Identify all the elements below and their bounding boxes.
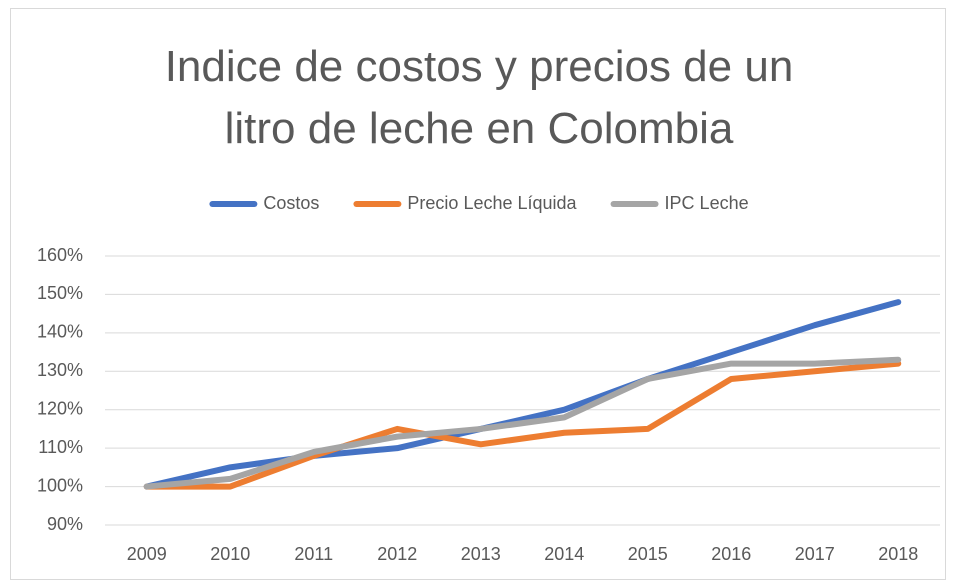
y-tick-label: 160%: [37, 245, 83, 265]
x-tick-label: 2015: [628, 544, 668, 564]
x-tick-label: 2017: [795, 544, 835, 564]
y-tick-label: 150%: [37, 283, 83, 303]
series-line: [143, 360, 902, 490]
y-tick-label: 120%: [37, 398, 83, 418]
x-tick-label: 2018: [878, 544, 918, 564]
series-line: [143, 356, 902, 490]
chart-title: Indice de costos y precios de un litro d…: [164, 42, 794, 153]
x-tick-label: 2013: [461, 544, 501, 564]
y-tick-label: 130%: [37, 360, 83, 380]
x-tick-label: 2011: [294, 544, 333, 564]
y-tick-label: 100%: [37, 475, 83, 495]
legend-label: IPC Leche: [665, 193, 749, 213]
y-tick-label: 90%: [47, 514, 83, 534]
legend-label: Precio Leche Líquida: [407, 193, 577, 213]
chart-frame: [10, 8, 946, 580]
x-tick-label: 2016: [711, 544, 751, 564]
x-tick-label: 2014: [544, 544, 584, 564]
series-line: [143, 299, 902, 490]
y-tick-label: 140%: [37, 322, 83, 342]
legend-label: Costos: [263, 193, 319, 213]
x-tick-label: 2012: [377, 544, 417, 564]
x-tick-label: 2009: [127, 544, 167, 564]
x-tick-label: 2010: [210, 544, 250, 564]
y-tick-label: 110%: [38, 437, 83, 457]
